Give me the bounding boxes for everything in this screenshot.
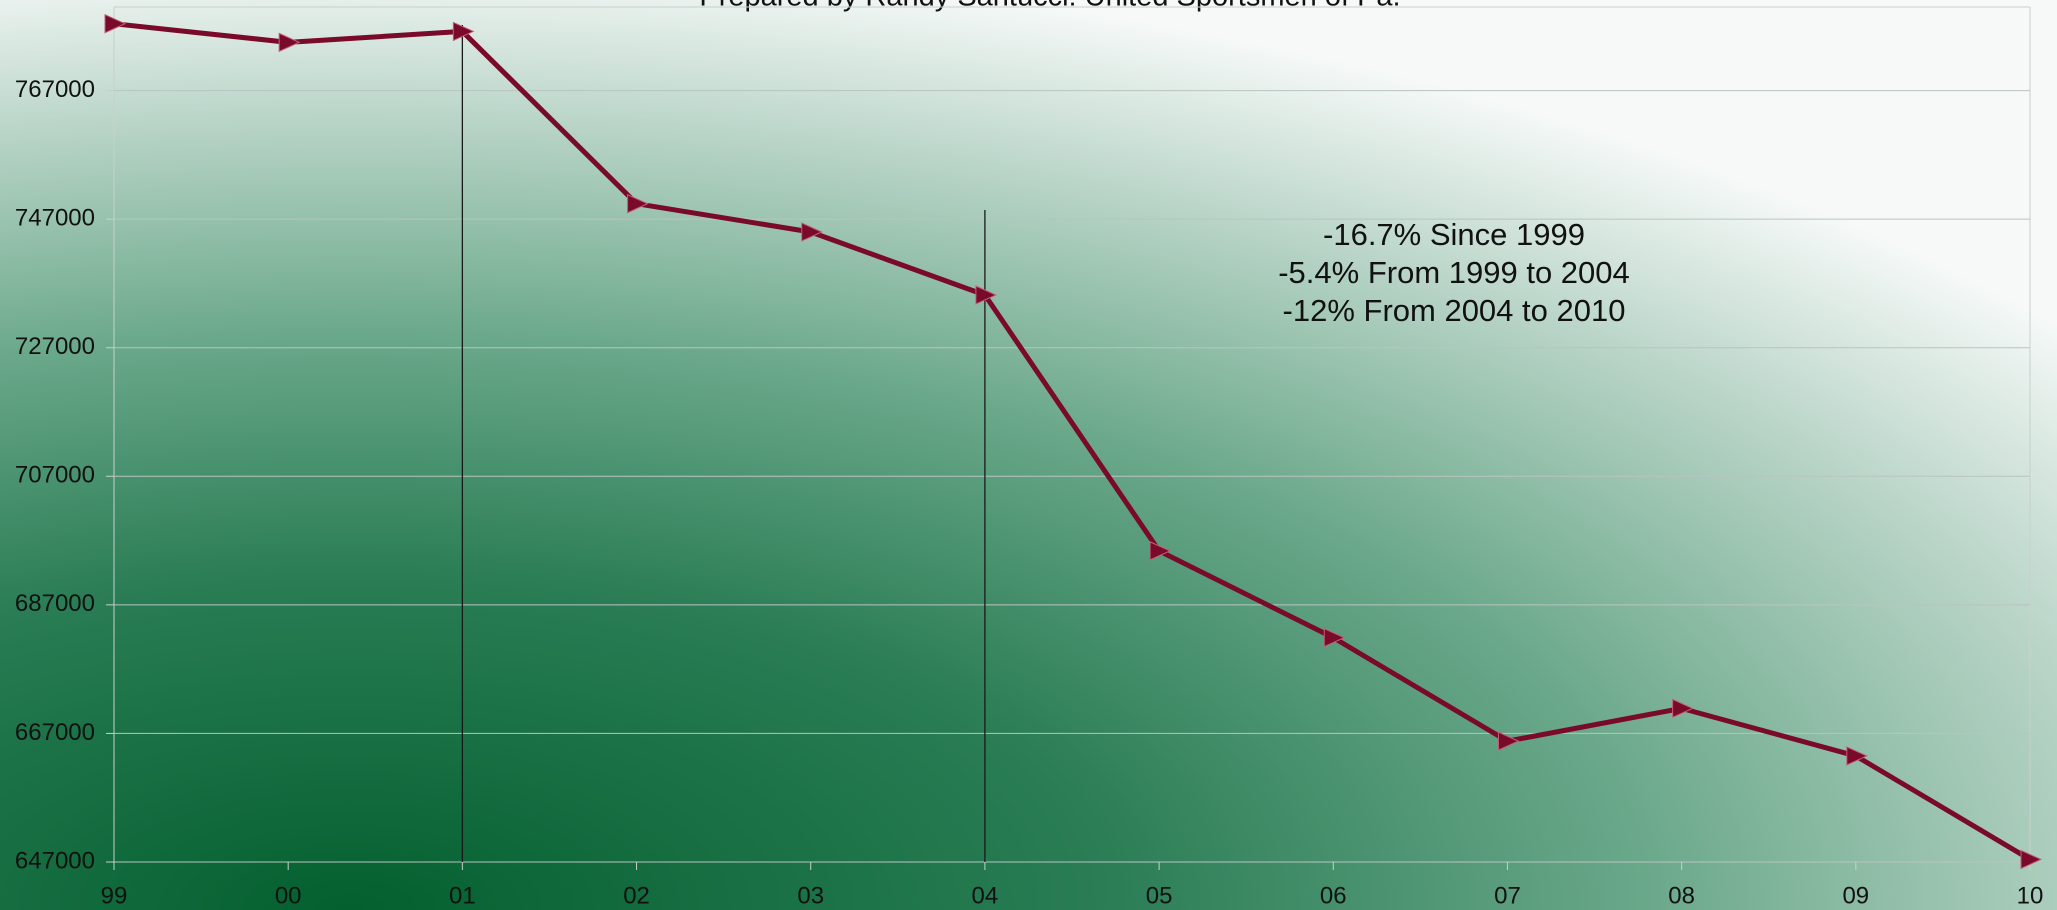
data-line: [113, 21, 2032, 862]
x-tick-label: 99: [101, 882, 128, 909]
x-tick-label: 03: [797, 882, 824, 909]
y-tick-label: 667000: [15, 719, 95, 746]
x-tick-label: 07: [1494, 882, 1521, 909]
x-tick-label: 10: [2017, 882, 2044, 909]
point-marker: [975, 285, 998, 305]
y-tick-label: 687000: [15, 590, 95, 617]
y-tick-label: 747000: [15, 204, 95, 231]
point-marker: [627, 193, 649, 214]
point-marker: [1323, 627, 1346, 648]
annotation: -5.4% From 1999 to 2004: [1278, 255, 1630, 290]
annotation: -16.7% Since 1999: [1323, 217, 1585, 252]
x-tick-label: 06: [1320, 882, 1347, 909]
point-marker: [801, 222, 823, 242]
x-tick-label: 00: [275, 882, 302, 909]
y-tick-label: 647000: [15, 847, 95, 874]
point-marker: [1497, 731, 1520, 751]
annotation: -12% From 2004 to 2010: [1283, 293, 1626, 328]
point-marker: [452, 21, 475, 42]
x-tick-label: 05: [1146, 882, 1173, 909]
point-marker: [1846, 746, 1869, 766]
x-tick-label: 02: [623, 882, 650, 909]
x-tick-label: 08: [1668, 882, 1695, 909]
x-tick-label: 01: [449, 882, 476, 909]
point-marker: [104, 13, 127, 34]
point-marker: [1672, 698, 1694, 719]
y-tick-label: 707000: [15, 462, 95, 489]
y-tick-label: 727000: [15, 333, 95, 360]
point-marker: [2020, 849, 2043, 870]
point-marker: [1149, 541, 1172, 561]
x-tick-label: 09: [1842, 882, 1869, 909]
y-tick-label: 767000: [15, 76, 95, 103]
point-marker: [278, 32, 301, 53]
chart-title: Prepared by Randy Santucci: United Sport…: [699, 0, 1400, 13]
x-tick-label: 04: [972, 882, 999, 909]
